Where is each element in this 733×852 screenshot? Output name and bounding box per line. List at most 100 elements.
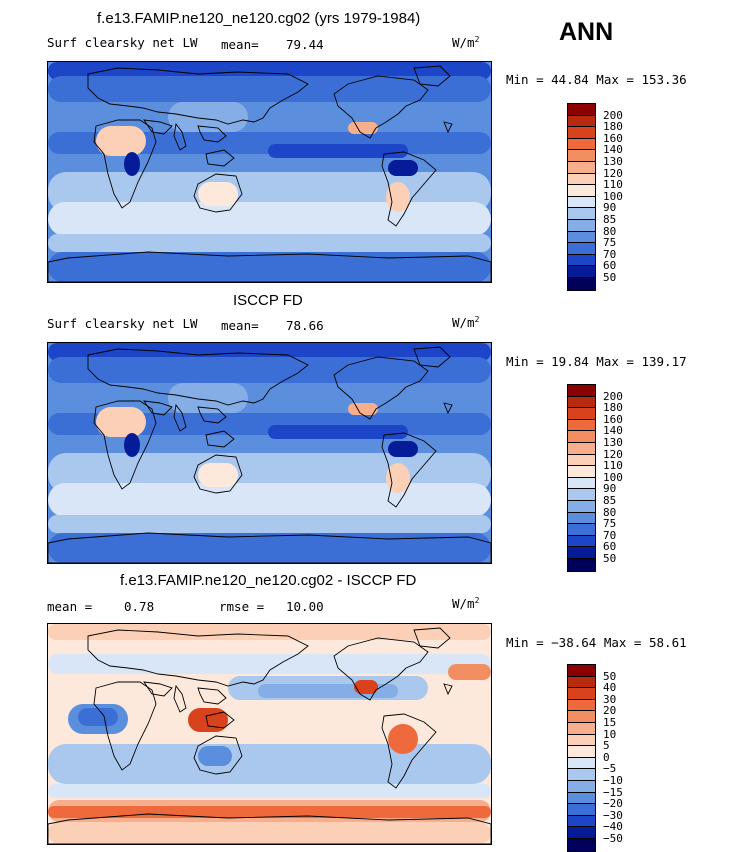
colorbar-swatch (568, 138, 595, 151)
field-contour-band (448, 664, 491, 680)
coastline (381, 151, 437, 227)
panel-3-rmse-label: rmse = (219, 599, 265, 614)
colorbar-swatch (568, 208, 595, 220)
colorbar-level-label: −50 (603, 832, 623, 845)
colorbar-level-label: 140 (603, 424, 623, 438)
panel-2-min-max: Min = 19.84 Max = 139.17 (506, 354, 687, 369)
panel-3-units: W/m2 (452, 596, 480, 612)
colorbar-level-label: 90 (603, 482, 617, 496)
colorbar-swatch (568, 827, 595, 839)
coastline (93, 400, 157, 490)
colorbar-swatch (568, 408, 595, 420)
field-contour-band (48, 654, 491, 674)
colorbar-swatch (568, 196, 595, 209)
coastline (87, 67, 309, 125)
field-contour-band (48, 784, 491, 798)
colorbar-swatch (568, 277, 595, 290)
panel-1-title: f.e13.FAMIP.ne120_ne120.cg02 (yrs 1979-1… (97, 10, 421, 27)
field-contour-band (386, 182, 410, 212)
colorbar-level-label: −20 (603, 797, 623, 811)
coastline (333, 75, 429, 139)
colorbar-swatch (568, 243, 595, 255)
field-contour-band (96, 126, 146, 156)
coastline (381, 713, 437, 789)
colorbar-swatch (568, 500, 595, 513)
field-contour-band (48, 343, 491, 361)
coastline (193, 173, 243, 213)
panel-1-map-field (48, 62, 491, 282)
colorbar-level-label: 160 (603, 131, 623, 145)
colorbar-level-label: 50 (603, 271, 617, 284)
field-contour-band (198, 463, 238, 487)
coastline (333, 356, 429, 420)
coastline (333, 637, 429, 701)
colorbar-swatch (568, 535, 595, 548)
field-contour-band (388, 724, 418, 754)
panel-1-units: W/m2 (452, 35, 480, 51)
field-contour-band (48, 202, 491, 236)
panel-3-title: f.e13.FAMIP.ne120_ne120.cg02 - ISCCP FD (120, 572, 417, 589)
panel-2-mean-value: 78.66 (286, 318, 324, 333)
colorbar-swatch (568, 150, 595, 162)
colorbar-swatch (568, 524, 595, 536)
coastline (443, 402, 453, 415)
season-label: ANN (559, 18, 614, 46)
coastline (381, 432, 437, 508)
coastline (93, 681, 157, 771)
field-contour-band (388, 160, 418, 176)
panel-1-map (47, 61, 492, 283)
colorbar-level-label: 110 (603, 178, 623, 192)
field-contour-band (386, 463, 410, 493)
colorbar-swatch (568, 266, 595, 278)
coastline (173, 403, 187, 432)
colorbar-swatch (568, 254, 595, 267)
colorbar-level-label: 180 (603, 120, 623, 134)
coastline (413, 65, 451, 87)
colorbar-level-label: −5 (603, 762, 617, 776)
colorbar-level-label: 100 (603, 189, 623, 203)
colorbar-level-label: 110 (603, 459, 623, 473)
field-contour-band (354, 680, 378, 694)
field-contour-band (168, 383, 248, 413)
colorbar-swatch (568, 547, 595, 559)
colorbar-swatch (568, 769, 595, 781)
colorbar-swatch (568, 396, 595, 409)
colorbar-level-label: 120 (603, 166, 623, 180)
colorbar-level-label: 85 (603, 494, 617, 507)
coastline (143, 681, 173, 697)
colorbar-level-label: 70 (603, 247, 617, 261)
panel-3-rmse-value: 10.00 (286, 599, 324, 614)
field-contour-band (124, 152, 140, 176)
field-contour-band (48, 234, 491, 252)
panel-3-colorbar (567, 664, 596, 852)
field-contour-band (198, 746, 232, 766)
field-contour-band (188, 708, 228, 732)
coastline (193, 454, 243, 494)
colorbar-level-label: 40 (603, 681, 617, 695)
coastline (205, 149, 235, 167)
colorbar-swatch (568, 477, 595, 490)
colorbar-level-label: 15 (603, 716, 617, 729)
colorbar-swatch (568, 489, 595, 501)
colorbar-swatch (568, 688, 595, 700)
coastline (173, 122, 187, 151)
colorbar-level-label: 50 (603, 552, 617, 565)
colorbar-level-label: 60 (603, 259, 617, 273)
colorbar-swatch (568, 792, 595, 805)
field-contour-band (48, 822, 491, 844)
field-contour-band (48, 533, 491, 563)
colorbar-level-label: 120 (603, 447, 623, 461)
panel-2-mean-label: mean= (221, 318, 259, 333)
field-contour-band (48, 252, 491, 282)
coastline (413, 627, 451, 649)
coastline (143, 400, 173, 416)
colorbar-swatch (568, 699, 595, 712)
colorbar-swatch (568, 746, 595, 758)
colorbar-swatch (568, 722, 595, 735)
coastline (87, 629, 309, 687)
colorbar-level-label: 85 (603, 213, 617, 226)
panel-1-mean-value: 79.44 (286, 37, 324, 52)
colorbar-level-label: 180 (603, 401, 623, 415)
panel-2-variable-label: Surf clearsky net LW (47, 316, 198, 331)
field-contour-band (388, 441, 418, 457)
